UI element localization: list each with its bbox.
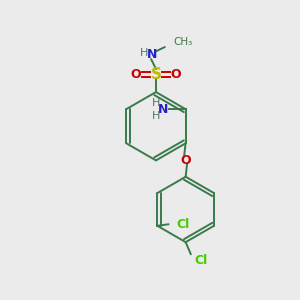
Text: O: O	[130, 68, 141, 81]
Text: O: O	[180, 154, 191, 166]
Text: N: N	[158, 103, 168, 116]
Text: H: H	[140, 48, 148, 58]
Text: S: S	[150, 67, 161, 82]
Text: Cl: Cl	[177, 218, 190, 231]
Text: CH₃: CH₃	[173, 37, 193, 47]
Text: Cl: Cl	[195, 254, 208, 267]
Text: O: O	[171, 68, 182, 81]
Text: H: H	[152, 98, 160, 108]
Text: N: N	[147, 48, 157, 62]
Text: H: H	[152, 111, 160, 121]
